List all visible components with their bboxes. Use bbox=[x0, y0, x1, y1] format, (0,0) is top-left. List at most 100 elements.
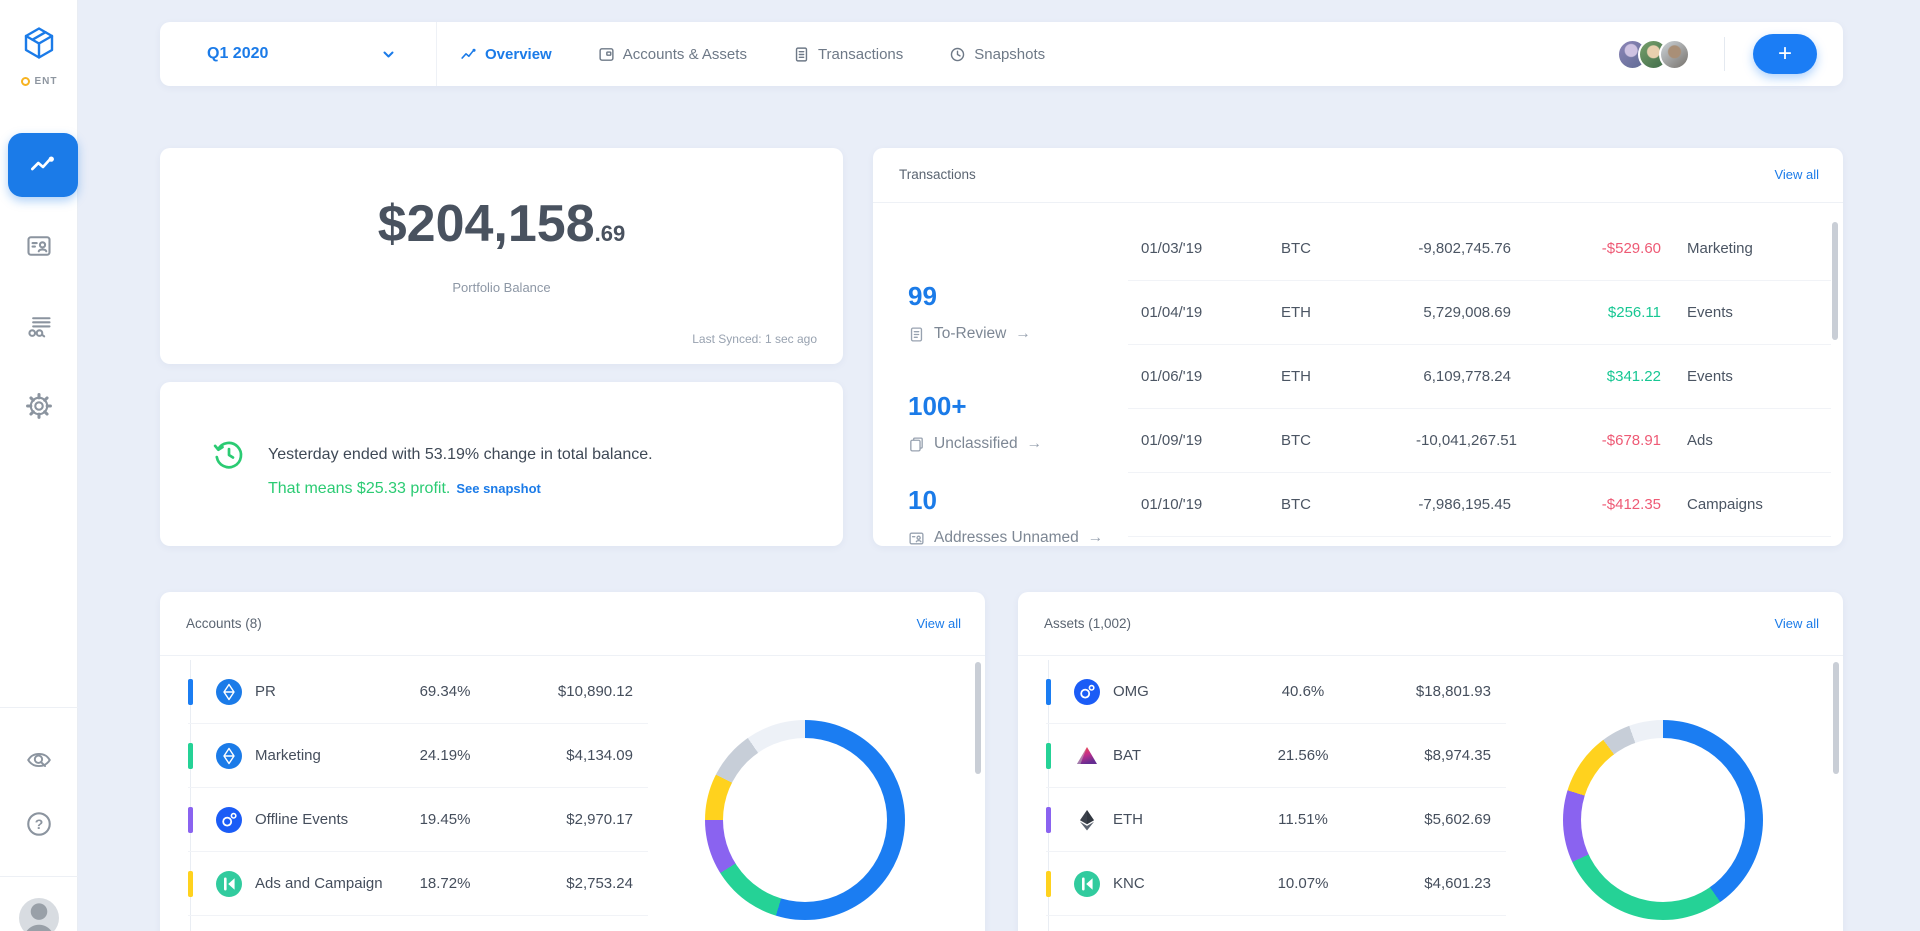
tab-snapshots[interactable]: Snapshots bbox=[949, 46, 1045, 63]
tx-symbol: BTC bbox=[1281, 496, 1311, 513]
asset-row[interactable]: ETH 11.51% $5,602.69 bbox=[1046, 788, 1506, 852]
transaction-row[interactable]: 01/03/'19 BTC -9,802,745.76 -$529.60 Mar… bbox=[1128, 217, 1831, 281]
tx-amount: 6,109,778.24 bbox=[1423, 368, 1511, 385]
tx-value: $341.22 bbox=[1606, 368, 1661, 385]
account-row[interactable]: Offline Events 19.45% $2,970.17 bbox=[188, 788, 648, 852]
account-percent: 18.72% bbox=[419, 875, 471, 892]
indicator-track bbox=[190, 660, 191, 931]
account-amount: $2,970.17 bbox=[566, 811, 633, 828]
list-review-icon bbox=[28, 317, 51, 338]
sidebar-item-help[interactable]: ? bbox=[0, 796, 78, 852]
tx-value: -$678.91 bbox=[1601, 432, 1661, 449]
tab-overview[interactable]: Overview bbox=[460, 46, 552, 63]
stat-addresses-unnamed[interactable]: 10 Addresses Unnamed → bbox=[908, 484, 1103, 547]
transaction-row[interactable]: 01/06/'19 ETH 6,109,778.24 $341.22 Event… bbox=[1128, 345, 1831, 409]
tab-accounts-assets[interactable]: Accounts & Assets bbox=[598, 46, 747, 63]
assets-list: OMG 40.6% $18,801.93 BAT 21.56% $8,974.3… bbox=[1046, 660, 1506, 931]
account-row[interactable]: Marketing 24.19% $4,134.09 bbox=[188, 724, 648, 788]
main-tabs: Overview Accounts & Assets Transactions bbox=[460, 22, 1045, 86]
transaction-row[interactable]: 01/10/'19 BTC -7,986,195.45 -$412.35 Cam… bbox=[1128, 473, 1831, 537]
color-indicator bbox=[188, 743, 193, 769]
contact-card-icon bbox=[27, 236, 51, 256]
asset-row[interactable]: BAT 21.56% $8,974.35 bbox=[1046, 724, 1506, 788]
sidebar-divider bbox=[0, 876, 78, 877]
sidebar-item-overview[interactable] bbox=[8, 133, 78, 197]
asset-row[interactable]: KNC 10.07% $4,601.23 bbox=[1046, 852, 1506, 916]
logo-label: ENT bbox=[34, 76, 58, 87]
omg-token-icon bbox=[216, 806, 242, 833]
asset-percent: 11.51% bbox=[1278, 811, 1328, 828]
arrow-icon: → bbox=[1015, 325, 1031, 342]
assets-panel: Assets (1,002) View all OMG 40.6% $18,80… bbox=[1018, 592, 1843, 931]
contact-card-icon bbox=[909, 532, 924, 544]
eye-search-icon bbox=[27, 752, 51, 768]
tab-transactions[interactable]: Transactions bbox=[793, 46, 903, 63]
scrollbar-thumb[interactable] bbox=[1833, 662, 1839, 774]
asset-amount: $18,801.93 bbox=[1415, 683, 1491, 700]
period-selector[interactable]: Q1 2020 bbox=[160, 22, 437, 86]
account-amount: $2,753.24 bbox=[566, 875, 633, 892]
stat-to-review[interactable]: 99 To-Review → bbox=[908, 280, 1031, 343]
tx-amount: 5,729,008.69 bbox=[1423, 304, 1511, 321]
asset-name: ETH bbox=[1113, 811, 1143, 828]
accounts-donut-chart bbox=[705, 720, 905, 920]
sidebar-divider bbox=[0, 707, 78, 708]
account-row[interactable]: PR 69.34% $10,890.12 bbox=[188, 660, 648, 724]
color-indicator bbox=[188, 679, 193, 705]
account-percent: 69.34% bbox=[419, 683, 471, 700]
view-all-link[interactable]: View all bbox=[916, 616, 961, 631]
stat-label: Unclassified bbox=[934, 435, 1018, 452]
bat-token-icon bbox=[1074, 743, 1100, 769]
app-logo-icon[interactable] bbox=[21, 25, 57, 66]
stat-unclassified[interactable]: 100+ Unclassified → bbox=[908, 390, 1042, 453]
stat-label: To-Review bbox=[934, 325, 1007, 342]
asset-name: BAT bbox=[1113, 747, 1142, 764]
transaction-row[interactable]: 01/09/'19 BTC -10,041,267.51 -$678.91 Ad… bbox=[1128, 409, 1831, 473]
asset-percent: 21.56% bbox=[1277, 747, 1329, 764]
tx-category: Events bbox=[1687, 304, 1733, 321]
add-button[interactable]: + bbox=[1753, 34, 1817, 74]
stat-label: Addresses Unnamed bbox=[934, 529, 1079, 546]
asset-name: KNC bbox=[1113, 875, 1145, 892]
top-bar: Q1 2020 Overview Accounts & Assets bbox=[160, 22, 1843, 86]
tx-date: 01/04/'19 bbox=[1141, 304, 1203, 321]
transactions-panel: Transactions View all 99 To-Review → 100… bbox=[873, 148, 1843, 546]
scrollbar-thumb[interactable] bbox=[975, 662, 981, 774]
sidebar-item-accounts[interactable] bbox=[0, 218, 78, 274]
user-avatar[interactable] bbox=[19, 898, 59, 931]
history-clock-icon bbox=[951, 47, 965, 61]
stat-value: 99 bbox=[908, 281, 937, 311]
account-row[interactable]: Ads and Campaign 18.72% $2,753.24 bbox=[188, 852, 648, 916]
scrollbar-thumb[interactable] bbox=[1832, 222, 1838, 340]
color-indicator bbox=[1046, 807, 1051, 833]
account-name: Marketing bbox=[255, 747, 321, 764]
panel-divider bbox=[873, 202, 1843, 203]
panel-divider bbox=[1018, 655, 1843, 656]
account-percent: 24.19% bbox=[419, 747, 471, 764]
sidebar-item-watch[interactable] bbox=[0, 732, 78, 788]
tx-category: Campaigns bbox=[1687, 496, 1763, 513]
tx-date: 01/03/'19 bbox=[1141, 240, 1203, 257]
tx-value: -$412.35 bbox=[1601, 496, 1661, 513]
tx-value: -$529.60 bbox=[1601, 240, 1661, 257]
color-indicator bbox=[188, 807, 193, 833]
tx-category: Marketing bbox=[1687, 240, 1753, 257]
wallet-card-icon bbox=[599, 47, 614, 61]
view-all-link[interactable]: View all bbox=[1774, 167, 1819, 182]
avatar[interactable] bbox=[1659, 39, 1690, 70]
team-avatars[interactable] bbox=[1617, 39, 1690, 70]
arrow-icon: → bbox=[1026, 435, 1043, 452]
tab-label: Snapshots bbox=[974, 45, 1046, 63]
color-indicator bbox=[1046, 679, 1051, 705]
transaction-row[interactable]: 01/04/'19 ETH 5,729,008.69 $256.11 Event… bbox=[1128, 281, 1831, 345]
asset-row[interactable]: OMG 40.6% $18,801.93 bbox=[1046, 660, 1506, 724]
sidebar-item-settings[interactable] bbox=[0, 378, 78, 434]
tx-symbol: ETH bbox=[1281, 368, 1311, 385]
view-all-link[interactable]: View all bbox=[1774, 616, 1819, 631]
account-name: Offline Events bbox=[255, 811, 349, 828]
see-snapshot-link[interactable]: See snapshot bbox=[456, 481, 541, 496]
tx-category: Events bbox=[1687, 368, 1733, 385]
sidebar-item-review-list[interactable] bbox=[0, 299, 78, 355]
history-arrow-icon bbox=[212, 438, 246, 477]
tx-value: $256.11 bbox=[1607, 304, 1661, 321]
